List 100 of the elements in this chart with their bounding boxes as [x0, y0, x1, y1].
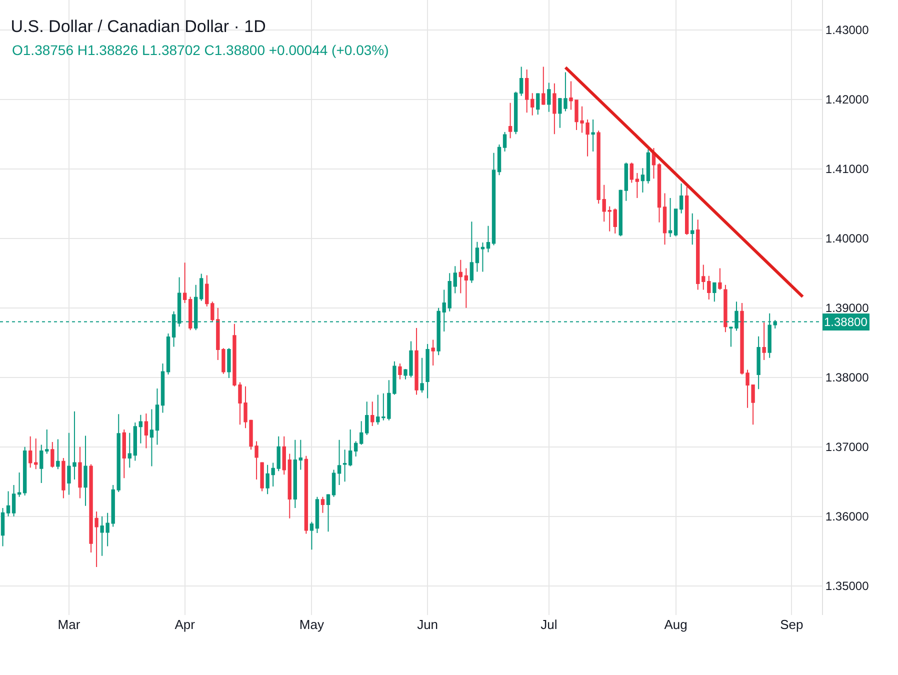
ref-line-label: 1.38800: [824, 315, 868, 329]
candlestick: [464, 268, 468, 308]
candlestick: [508, 102, 512, 139]
candlestick: [519, 66, 524, 96]
text: U.S. Dollar / Canadian Dollar · 1D: [10, 17, 266, 36]
candlestick: [370, 401, 374, 426]
candlestick: [718, 268, 722, 290]
candlestick: [702, 264, 706, 290]
candlestick: [62, 457, 66, 499]
candlestick: [276, 436, 280, 472]
candlestick: [690, 212, 694, 246]
candlestick: [414, 328, 418, 396]
candlestick: [342, 449, 347, 482]
x-tick-label: May: [299, 617, 324, 632]
candlestick: [150, 408, 154, 467]
candlestick: [618, 189, 622, 237]
candlestick: [354, 440, 358, 458]
candlestick: [724, 284, 728, 333]
candlestick: [304, 455, 308, 534]
candlestick: [657, 162, 662, 223]
candlestick: [337, 439, 342, 486]
candlestick: [591, 119, 595, 152]
candlestick: [420, 357, 424, 394]
candlestick: [497, 144, 502, 176]
candlestick: [640, 168, 645, 193]
y-tick-label: 1.39000: [825, 301, 870, 316]
candlestick: [525, 68, 529, 114]
candlestick: [34, 438, 38, 470]
candlestick: [122, 428, 126, 479]
y-tick-label: 1.43000: [825, 23, 870, 38]
candlestick: [298, 439, 303, 470]
x-tick-label: Jul: [540, 617, 558, 632]
candlestick: [332, 469, 336, 498]
candlestick: [398, 362, 402, 380]
candlestick: [315, 496, 320, 534]
candlestick: [326, 494, 330, 532]
candlestick: [22, 446, 27, 496]
text: O1.38756 H1.38826 L1.38702 C1.38800 +0.00044 (+0.03%): [12, 42, 389, 58]
candlestick: [0, 507, 5, 547]
candlestick: [310, 521, 314, 550]
candlestick: [470, 221, 474, 284]
y-tick-label: 1.36000: [825, 510, 870, 524]
candlestick: [282, 436, 286, 476]
candlestick: [116, 414, 120, 492]
candlestick: [128, 432, 132, 468]
candlestick: [365, 401, 369, 436]
candlestick: [762, 322, 766, 360]
candlestick: [431, 339, 435, 366]
candlestick: [348, 428, 352, 467]
candlestick: [552, 82, 556, 135]
candlestick: [12, 484, 16, 517]
candlestick: [608, 206, 612, 232]
candlestick: [45, 428, 49, 454]
x-tick-label: Mar: [58, 617, 81, 632]
candlestick: [160, 362, 165, 414]
candlestick: [227, 348, 231, 379]
candlestick: [542, 66, 546, 106]
candlestick: [182, 262, 187, 304]
candlestick: [613, 208, 617, 234]
y-tick-label: 1.42000: [825, 92, 870, 107]
candlestick: [536, 92, 540, 116]
candlestick: [28, 436, 32, 468]
candlestick: [40, 444, 44, 484]
candlestick: [260, 462, 264, 492]
y-tick-label: 1.40000: [825, 232, 870, 246]
candlestick: [448, 272, 452, 312]
candlestick: [50, 441, 54, 468]
candlestick: [458, 259, 462, 294]
candlestick: [453, 266, 457, 294]
x-tick-label: Sep: [780, 617, 804, 632]
candlestick: [624, 162, 628, 202]
candlestick: [200, 273, 204, 302]
y-tick-label: 1.38000: [825, 370, 870, 385]
candlestick: [712, 282, 716, 302]
candlestick: [188, 296, 192, 331]
candlestick: [166, 333, 170, 376]
candlestick: [674, 208, 678, 237]
candlestick: [426, 343, 430, 399]
candlestick: [756, 336, 760, 390]
candlestick: [668, 198, 672, 238]
candlestick: [635, 172, 640, 199]
candlestick: [530, 92, 534, 116]
candlestick: [205, 274, 209, 307]
candlestick: [360, 420, 364, 446]
candlestick: [144, 412, 148, 449]
candlestick: [17, 472, 22, 498]
x-tick-label: Jun: [417, 617, 438, 632]
y-tick-label: 1.35000: [825, 579, 870, 594]
candlestick: [84, 435, 88, 506]
y-tick-label: 1.37000: [825, 440, 870, 454]
x-tick-label: Aug: [664, 617, 688, 632]
candlestick: [293, 439, 297, 508]
candlestick: [707, 275, 711, 300]
candlestick: [630, 162, 634, 184]
candlestick: [56, 438, 60, 470]
candlestick: [514, 91, 518, 135]
candlestick: [646, 148, 650, 184]
x-tick-label: Apr: [174, 617, 196, 632]
candlestick: [502, 132, 507, 152]
candlestick: [679, 182, 684, 214]
